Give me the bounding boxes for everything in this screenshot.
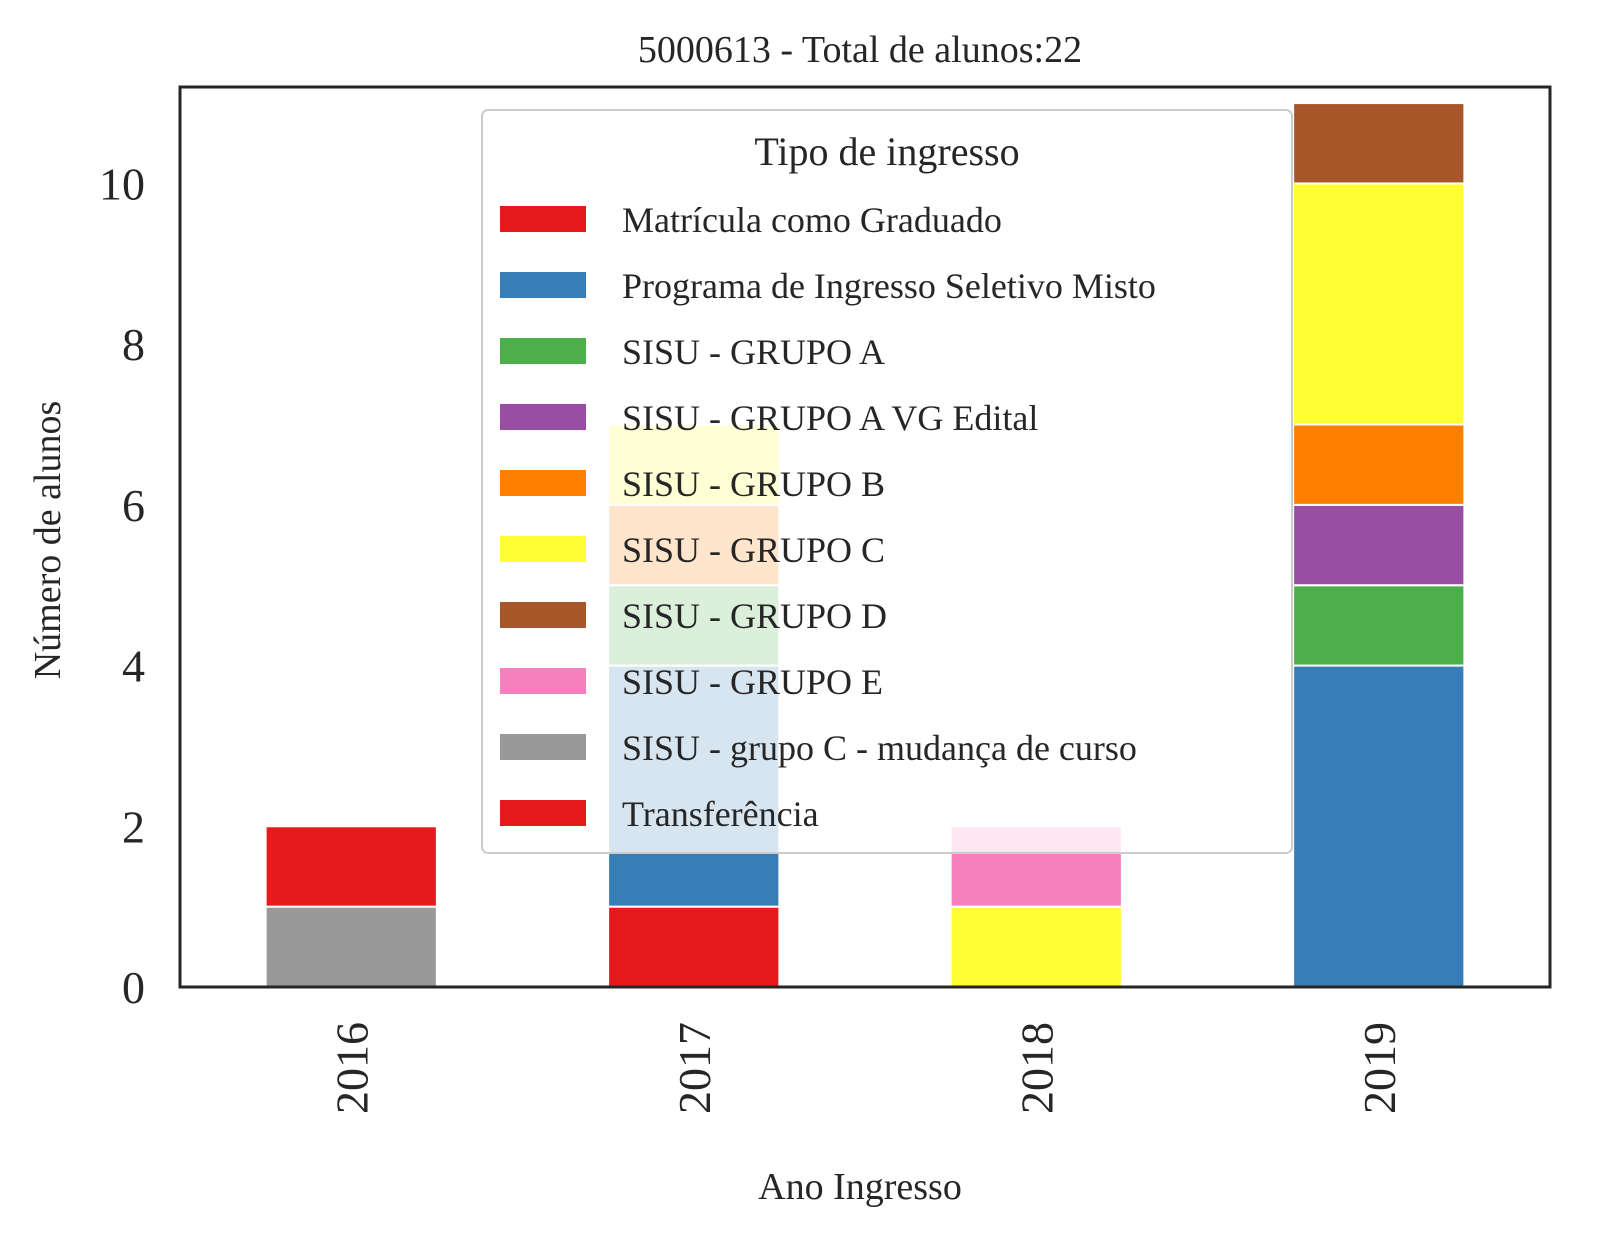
bar-segment bbox=[1292, 664, 1466, 988]
legend-label: SISU - GRUPO C bbox=[622, 530, 885, 570]
y-tick-label: 8 bbox=[122, 319, 145, 370]
legend-swatch bbox=[500, 800, 586, 826]
legend-label: SISU - grupo C - mudança de curso bbox=[622, 728, 1137, 768]
legend-label: SISU - GRUPO D bbox=[622, 596, 887, 636]
legend-swatch bbox=[500, 272, 586, 298]
legend-label: SISU - GRUPO A bbox=[622, 332, 885, 372]
legend-swatch bbox=[500, 602, 586, 628]
legend-swatch bbox=[500, 536, 586, 562]
bar-segment bbox=[1292, 102, 1466, 185]
plot-frame bbox=[178, 85, 1552, 989]
bar-segment bbox=[949, 905, 1123, 989]
legend-box bbox=[481, 109, 1293, 854]
bar-segment bbox=[1292, 423, 1466, 506]
x-tick-label: 2017 bbox=[669, 1022, 720, 1114]
x-tick-label: 2019 bbox=[1354, 1022, 1405, 1114]
x-tick-label: 2016 bbox=[326, 1022, 377, 1114]
legend-label: SISU - GRUPO B bbox=[622, 464, 885, 504]
legend-swatch bbox=[500, 470, 586, 496]
y-tick-label: 0 bbox=[122, 962, 145, 1013]
bar-segment bbox=[1292, 182, 1466, 426]
chart-title: 5000613 - Total de alunos:22 bbox=[638, 29, 1082, 71]
legend-label: Transferência bbox=[622, 794, 819, 834]
bar-segment bbox=[264, 825, 438, 908]
x-axis-label: Ano Ingresso bbox=[758, 1166, 962, 1208]
legend-swatch bbox=[500, 338, 586, 364]
legend-swatch bbox=[500, 734, 586, 760]
legend-label: SISU - GRUPO A VG Edital bbox=[622, 398, 1038, 438]
y-tick-label: 10 bbox=[99, 158, 145, 209]
bar-segment bbox=[264, 905, 438, 989]
bar-segment bbox=[1292, 584, 1466, 667]
legend-label: Programa de Ingresso Seletivo Misto bbox=[622, 266, 1156, 306]
legend-label: Matrícula como Graduado bbox=[622, 200, 1002, 240]
y-tick-label: 4 bbox=[122, 641, 145, 692]
legend-title: Tipo de ingresso bbox=[754, 129, 1019, 174]
x-axis: 2016 2017 2018 2019 bbox=[326, 1022, 1405, 1114]
y-axis: 0 2 4 6 8 10 bbox=[99, 158, 145, 1013]
bar-segment bbox=[607, 905, 781, 989]
x-tick-label: 2018 bbox=[1011, 1022, 1062, 1114]
y-axis-label: Número de alunos bbox=[27, 401, 69, 680]
legend-label: SISU - GRUPO E bbox=[622, 662, 883, 702]
legend-swatch bbox=[500, 206, 586, 232]
legend: Tipo de ingresso Matrícula como Graduado… bbox=[481, 109, 1293, 854]
legend-swatch bbox=[500, 404, 586, 430]
y-tick-label: 2 bbox=[122, 801, 145, 852]
legend-swatch bbox=[500, 668, 586, 694]
y-tick-label: 6 bbox=[122, 480, 145, 531]
bar-segment bbox=[1292, 503, 1466, 587]
